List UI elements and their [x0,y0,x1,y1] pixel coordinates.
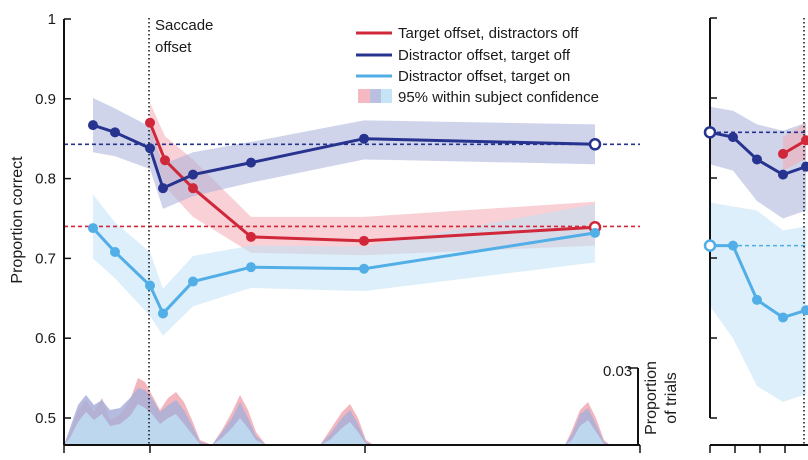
right-data-point [752,154,762,165]
axes: 0.5 0.6 0.7 0.8 0.9 1 [35,11,808,453]
data-point [188,169,198,180]
y-tick-label: 0.5 [35,410,56,427]
y-tick-label: 0.7 [35,250,56,267]
y-tick-label: 0.9 [35,91,56,108]
saccade-label-line2: offset [155,39,192,56]
data-point [145,117,155,128]
data-point [188,276,198,287]
histogram-title-line1: Proportion [643,361,660,435]
data-point [246,262,256,273]
legend-label-navy: Distractor offset, target off [398,47,571,64]
data-point [158,183,168,194]
data-point [145,280,155,291]
data-point [188,183,198,194]
data-point [246,231,256,242]
y-axis-title: Proportion correct [9,156,26,284]
legend-label-light-blue: Distractor offset, target on [398,68,570,85]
right-data-point [752,294,762,305]
series-line [148,122,596,243]
series-line [91,227,596,315]
histogram-max-label: 0.03 [603,363,632,380]
y-tick-label: 1 [48,11,56,28]
data-point [110,247,120,258]
right-data-point [801,305,808,316]
legend-label-red: Target offset, distractors off [398,25,579,42]
histogram-title-line2: of trials [663,372,680,424]
right-data-point [801,135,808,146]
data-point [88,120,98,131]
legend-label-band: 95% within subject confidence [398,89,599,106]
histogram-area [64,404,610,445]
data-point [88,223,98,234]
right-data-point [778,169,788,180]
legend: Target offset, distractors off Distracto… [356,25,599,106]
data-point [160,155,170,166]
confidence-band [93,194,595,336]
data-point [359,133,369,144]
right-data-point [703,239,717,252]
y-tick-label: 0.6 [35,330,56,347]
right-data-point [778,148,788,159]
histogram-layer [64,378,610,445]
data-point [359,235,369,246]
right-data-point [728,132,738,143]
data-point [145,143,155,154]
data-point [110,127,120,138]
data-point [158,308,168,319]
data-point [246,157,256,168]
confidence-band [93,98,595,209]
legend-swatch-band-navy [370,89,381,103]
legend-swatch-band-red [358,89,370,103]
series-points [88,117,808,323]
data-point [359,263,369,274]
right-data-point [778,312,788,323]
right-data-point [801,161,808,172]
legend-swatch-band-light-blue [381,89,392,103]
data-point [588,138,602,151]
data-point [590,227,600,238]
y-tick-label: 0.8 [35,171,56,188]
right-data-point [703,126,717,139]
confidence-band [150,102,595,256]
series-line [92,123,596,190]
right-data-point [728,240,738,251]
saccade-label-line1: Saccade [155,17,213,34]
